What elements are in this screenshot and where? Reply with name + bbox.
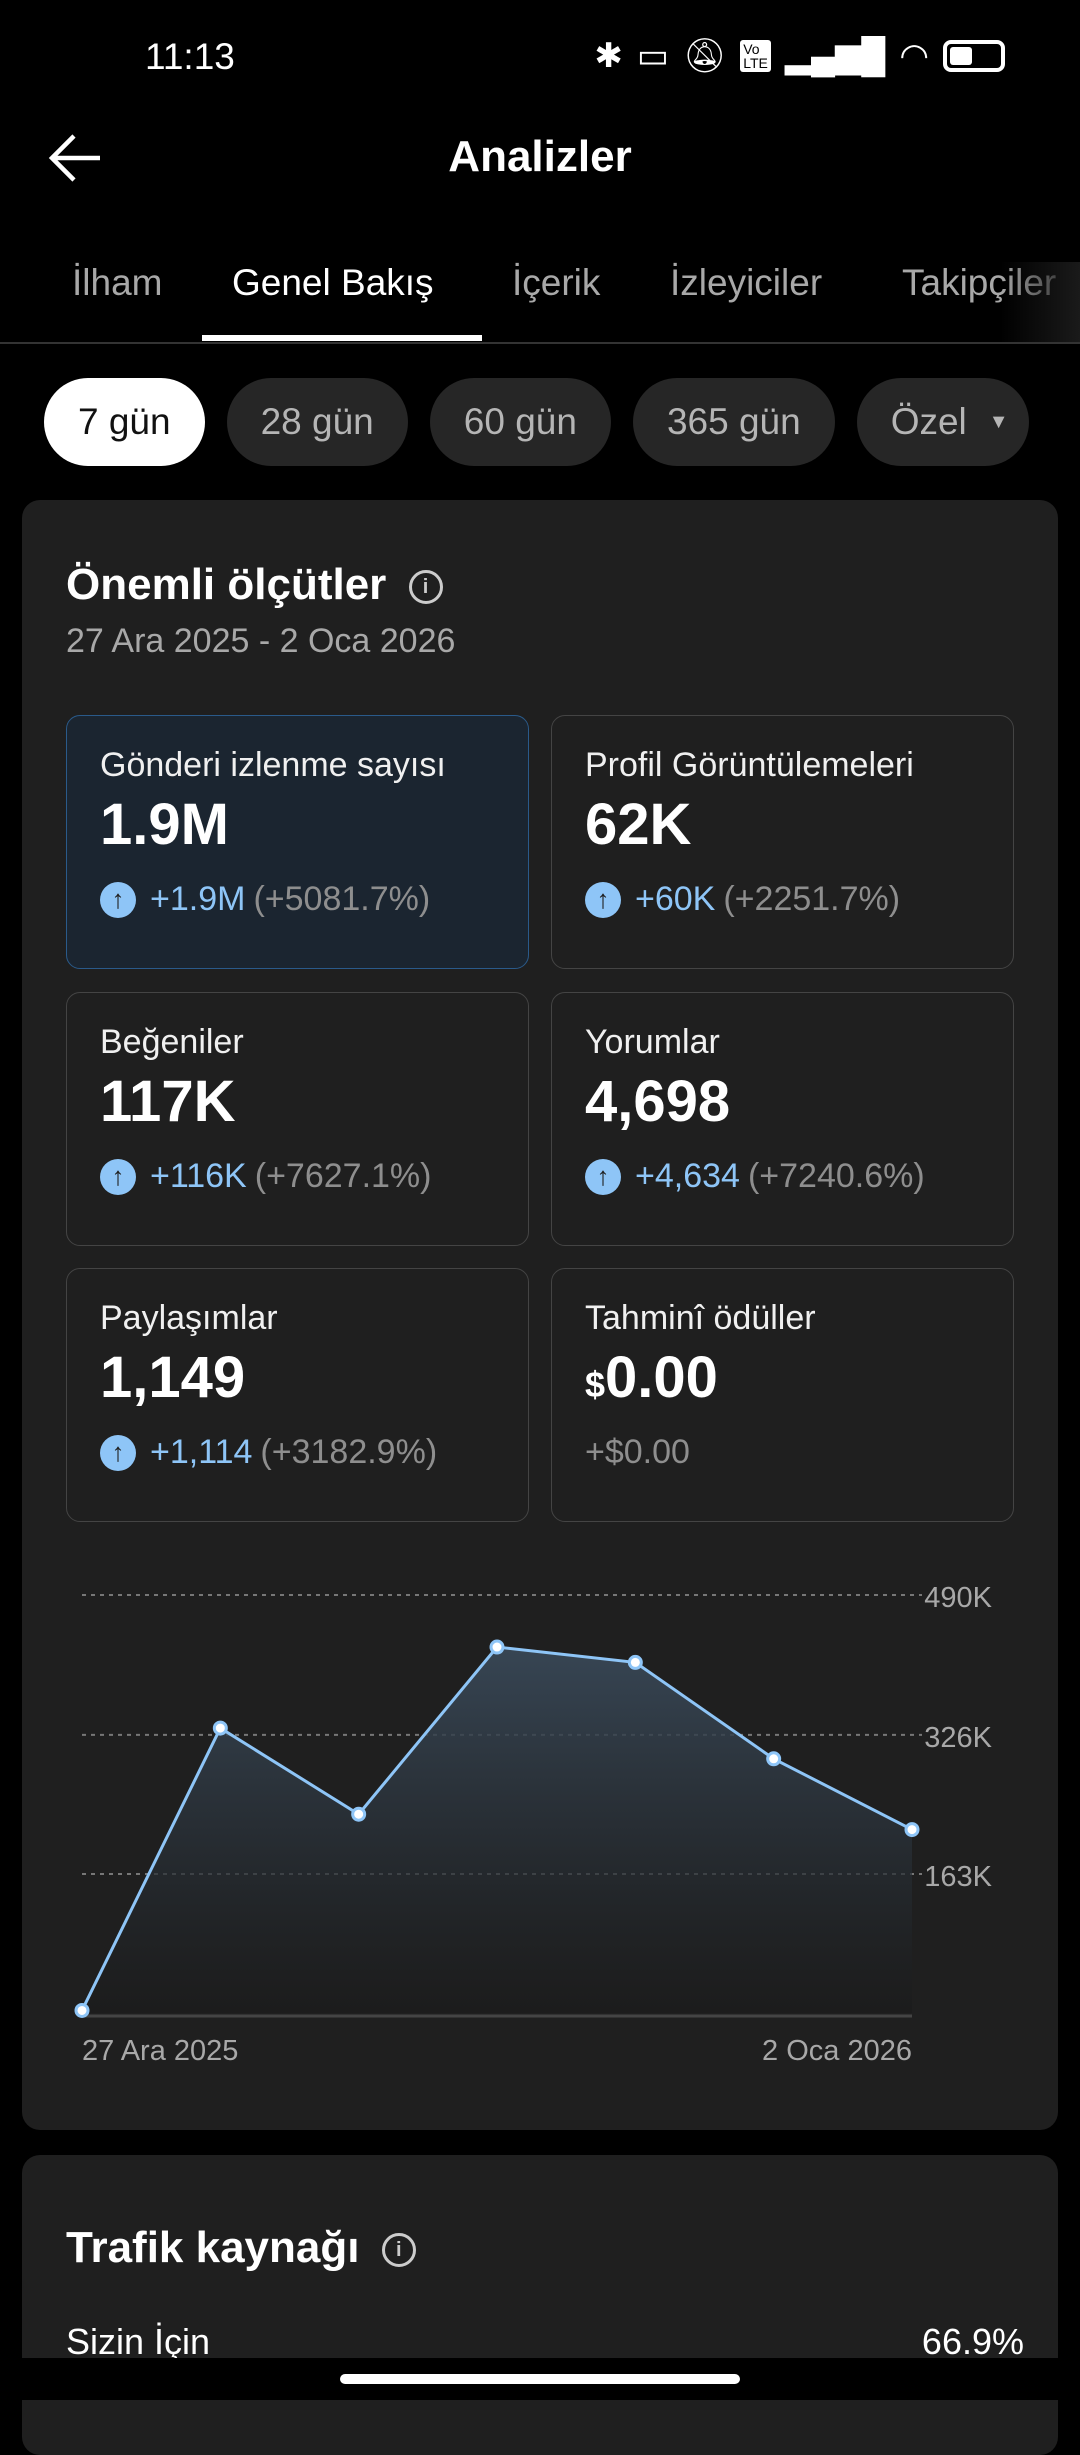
range-7-days[interactable]: 7 gün bbox=[44, 378, 205, 466]
metric-percent: (+3182.9%) bbox=[260, 1433, 438, 1471]
data-point[interactable] bbox=[627, 1654, 643, 1670]
metric-value: 4,698 bbox=[585, 1069, 731, 1134]
arrow-up-icon: ↑ bbox=[585, 881, 621, 918]
metric-label: Paylaşımlar bbox=[100, 1299, 278, 1337]
metric-delta: +116K bbox=[150, 1157, 247, 1195]
metric-percent: (+7240.6%) bbox=[747, 1157, 925, 1195]
data-point[interactable] bbox=[489, 1639, 505, 1655]
vibrate-icon: ▭ bbox=[636, 37, 670, 75]
metric-value: 117K bbox=[100, 1069, 236, 1134]
home-indicator[interactable] bbox=[340, 2374, 740, 2384]
metric-card[interactable]: Gönderi izlenme sayısı 1.9M ↑ +1.9M (+5081.7… bbox=[66, 715, 529, 969]
info-icon[interactable]: i bbox=[381, 2233, 416, 2268]
metric-value: 1,149 bbox=[100, 1345, 246, 1410]
clock: 11:13 bbox=[145, 36, 235, 77]
range-selector: 7 gün 28 gün 60 gün 365 gün Özel ▼ bbox=[44, 378, 1029, 466]
metric-card[interactable]: Paylaşımlar 1,149 ↑ +1,114 (+3182.9%) bbox=[66, 1268, 529, 1522]
metric-card[interactable]: Yorumlar 4,698 ↑ +4,634 (+7240.6%) bbox=[551, 992, 1014, 1246]
key-metrics-card: Önemli ölçütler i 27 Ara 2025 - 2 Oca 20… bbox=[22, 500, 1058, 2130]
data-point[interactable] bbox=[766, 1751, 782, 1767]
metric-label: Gönderi izlenme sayısı bbox=[100, 746, 446, 784]
section-title: Trafik kaynağı bbox=[66, 2223, 360, 2272]
metric-delta: +1.9M bbox=[150, 880, 246, 918]
y-tick-label: 163K bbox=[924, 1861, 992, 1893]
metric-percent: (+5081.7%) bbox=[253, 880, 431, 918]
range-custom[interactable]: Özel ▼ bbox=[856, 378, 1029, 466]
arrow-up-icon: ↑ bbox=[100, 1158, 136, 1195]
arrow-up-icon: ↑ bbox=[100, 881, 136, 918]
tab-bar: İlham Genel Bakış İçerik İzleyiciler Tak… bbox=[0, 262, 1080, 344]
y-tick-label: 326K bbox=[924, 1722, 992, 1754]
bell-off-icon: 🔕︎ bbox=[683, 37, 727, 75]
y-tick-label: 490K bbox=[924, 1582, 992, 1614]
arrow-up-icon: ↑ bbox=[100, 1434, 136, 1471]
battery-icon bbox=[943, 40, 1005, 72]
metric-percent: (+7627.1%) bbox=[254, 1157, 432, 1195]
metric-card[interactable]: Tahminî ödüller $0.00 +$0.00 bbox=[551, 1268, 1014, 1522]
info-icon[interactable]: i bbox=[408, 570, 443, 605]
metric-card[interactable]: Beğeniler 117K ↑ +116K (+7627.1%) bbox=[66, 992, 529, 1246]
metric-value: 1.9M bbox=[100, 792, 229, 857]
area-fill bbox=[82, 1647, 912, 2013]
section-title: Önemli ölçütler bbox=[66, 560, 387, 609]
data-point[interactable] bbox=[904, 1822, 920, 1838]
metric-delta: +60K bbox=[635, 880, 716, 918]
metric-label: Profil Görüntülemeleri bbox=[585, 746, 914, 784]
metric-delta: +$0.00 bbox=[585, 1433, 690, 1471]
tab-izleyiciler[interactable]: İzleyiciler bbox=[670, 262, 823, 303]
traffic-source-card: Trafik kaynağı i Sizin İçin 66.9% bbox=[22, 2155, 1058, 2455]
page-title: Analizler bbox=[448, 132, 632, 181]
metric-label: Yorumlar bbox=[585, 1023, 720, 1061]
data-point[interactable] bbox=[351, 1806, 367, 1822]
date-range: 27 Ara 2025 - 2 Oca 2026 bbox=[66, 622, 456, 660]
traffic-row-value: 66.9% bbox=[921, 2321, 1024, 2362]
tab-icerik[interactable]: İçerik bbox=[512, 262, 601, 303]
data-point[interactable] bbox=[212, 1720, 228, 1736]
range-365-days[interactable]: 365 gün bbox=[632, 378, 835, 466]
range-28-days[interactable]: 28 gün bbox=[226, 378, 408, 466]
tab-ilham[interactable]: İlham bbox=[72, 262, 163, 303]
data-point[interactable] bbox=[74, 2002, 90, 2018]
metric-card[interactable]: Profil Görüntülemeleri 62K ↑ +60K (+2251.7%) bbox=[551, 715, 1014, 969]
metric-label: Tahminî ödüller bbox=[585, 1299, 816, 1337]
wifi-icon: ◠ bbox=[899, 37, 929, 75]
x-tick-label: 27 Ara 2025 bbox=[82, 2035, 238, 2067]
tab-genel-bakis[interactable]: Genel Bakış bbox=[232, 262, 434, 303]
traffic-row-label: Sizin İçin bbox=[66, 2321, 211, 2362]
metric-label: Beğeniler bbox=[100, 1023, 244, 1061]
metric-delta: +1,114 bbox=[150, 1433, 253, 1471]
back-arrow-icon[interactable] bbox=[46, 128, 106, 188]
dropdown-caret-icon: ▼ bbox=[988, 410, 1009, 433]
metric-value: 62K bbox=[585, 792, 692, 857]
metric-value: $0.00 bbox=[585, 1345, 718, 1410]
views-chart: 163K 326K 490K 27 Ara 2025 2 Oca 2026 bbox=[74, 1582, 993, 2067]
signal-icon: ▂▄▆█ bbox=[784, 37, 886, 75]
active-tab-indicator bbox=[202, 335, 482, 341]
metric-percent: (+2251.7%) bbox=[723, 880, 901, 918]
arrow-up-icon: ↑ bbox=[585, 1158, 621, 1195]
volte-icon: Vo LTE bbox=[740, 40, 771, 72]
status-bar: 11:13 ✱ ▭ 🔕︎ Vo LTE ▂▄▆█ ◠ bbox=[0, 0, 1080, 110]
range-60-days[interactable]: 60 gün bbox=[429, 378, 611, 466]
bluetooth-icon: ✱ bbox=[594, 37, 623, 75]
x-tick-label: 2 Oca 2026 bbox=[762, 2035, 912, 2067]
metric-delta: +4,634 bbox=[635, 1157, 740, 1195]
